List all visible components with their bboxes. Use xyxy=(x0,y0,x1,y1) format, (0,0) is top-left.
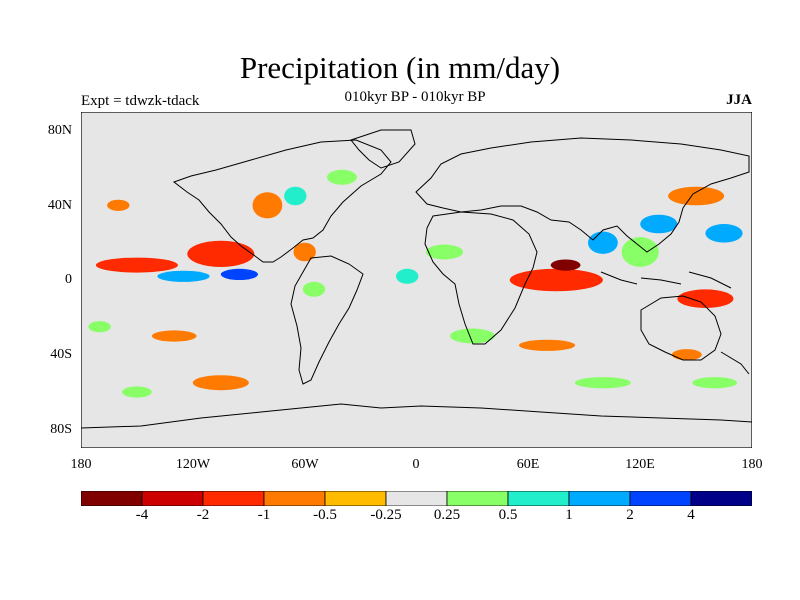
colorbar-label: -0.25 xyxy=(370,507,402,523)
lat-tick-label: 80S xyxy=(50,422,72,437)
anomaly-region xyxy=(621,237,659,267)
experiment-label: Expt = tdwzk-tdack xyxy=(81,93,200,109)
colorbar-swatch xyxy=(446,491,509,506)
anomaly-region xyxy=(122,386,152,398)
season-label: JJA xyxy=(726,92,752,108)
anomaly-region xyxy=(588,231,618,254)
coastlines xyxy=(81,129,752,429)
colorbar-label: 2 xyxy=(626,507,634,523)
anomaly-region xyxy=(550,259,581,271)
colorbar-label: -1 xyxy=(257,507,271,523)
colorbar-label: -0.5 xyxy=(313,507,337,523)
anomaly-region xyxy=(450,328,495,344)
colorbar-swatch xyxy=(324,491,387,506)
anomaly-region xyxy=(509,268,603,292)
anomaly-region xyxy=(677,289,734,308)
colorbar-swatch xyxy=(81,491,143,506)
anomaly-layer xyxy=(88,169,743,398)
colorbar xyxy=(81,491,752,506)
coastline-islands xyxy=(600,271,750,375)
coastline-south-america xyxy=(290,255,364,385)
anomaly-region xyxy=(574,377,631,389)
colorbar-label: -4 xyxy=(135,507,149,523)
colorbar-swatch xyxy=(568,491,631,506)
colorbar-swatch xyxy=(141,491,204,506)
lon-tick-label: 60E xyxy=(516,457,540,472)
coastline-africa xyxy=(424,211,538,345)
lat-tick-label: 80N xyxy=(47,123,72,138)
lon-tick-label: 180 xyxy=(70,457,92,472)
anomaly-region xyxy=(284,186,307,206)
colorbar-swatch xyxy=(263,491,326,506)
colorbar-label: 1 xyxy=(565,507,573,523)
map-subtitle: 010kyr BP - 010kyr BP xyxy=(344,89,486,105)
colorbar-label: 0.5 xyxy=(498,507,518,523)
coastline-greenland xyxy=(350,129,416,169)
anomaly-region xyxy=(151,330,197,342)
anomaly-region xyxy=(187,240,255,267)
anomaly-region xyxy=(220,268,258,280)
anomaly-region xyxy=(95,257,178,273)
coastline-antarctica xyxy=(81,403,752,429)
anomaly-region xyxy=(692,377,738,389)
lon-tick-label: 120W xyxy=(175,457,211,472)
colorbar-swatch xyxy=(629,491,692,506)
anomaly-region xyxy=(302,281,326,297)
anomaly-region xyxy=(425,244,464,260)
lat-tick-label: 40S xyxy=(50,347,72,362)
anomaly-region xyxy=(705,224,743,243)
coastline-north-america xyxy=(172,139,392,263)
anomaly-region xyxy=(396,268,419,284)
colorbar-swatch xyxy=(690,491,752,506)
lon-tick-label: 0 xyxy=(412,457,420,472)
colorbar-label: 0.25 xyxy=(433,507,461,523)
coastline-eurasia xyxy=(415,137,750,253)
anomaly-region xyxy=(192,375,249,391)
lat-tick-label: 40N xyxy=(47,198,72,213)
precipitation-map xyxy=(81,112,752,448)
anomaly-region xyxy=(293,242,316,262)
anomaly-region xyxy=(88,321,111,333)
lon-tick-label: 60W xyxy=(291,457,319,472)
colorbar-swatch xyxy=(385,491,448,506)
anomaly-region xyxy=(640,214,678,234)
anomaly-region xyxy=(157,270,210,282)
lon-tick-label: 180 xyxy=(741,457,763,472)
colorbar-label: -2 xyxy=(196,507,210,523)
lat-tick-label: 0 xyxy=(65,272,72,287)
coastline-australia xyxy=(640,295,722,361)
anomaly-region xyxy=(327,169,357,185)
map-title: Precipitation (in mm/day) xyxy=(239,50,561,85)
colorbar-label: 4 xyxy=(687,507,695,523)
anomaly-region xyxy=(107,199,130,211)
anomaly-region xyxy=(671,349,702,361)
anomaly-region xyxy=(519,339,575,351)
colorbar-swatch xyxy=(202,491,265,506)
lon-tick-label: 120E xyxy=(625,457,655,472)
anomaly-region xyxy=(252,192,283,219)
colorbar-swatch xyxy=(507,491,570,506)
anomaly-region xyxy=(668,186,725,206)
